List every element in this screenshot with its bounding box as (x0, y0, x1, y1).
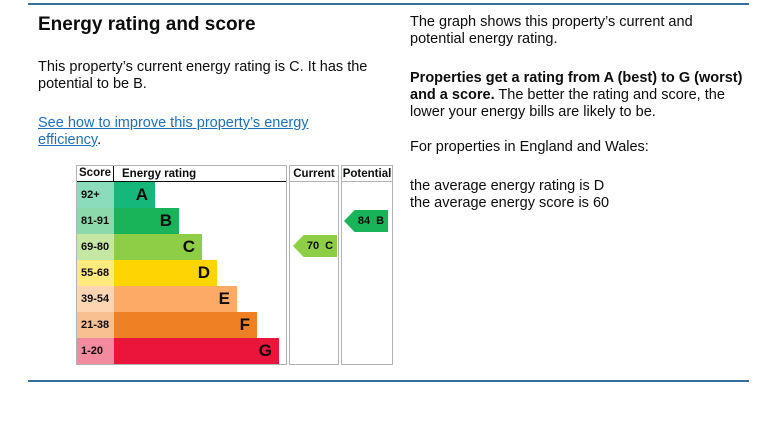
score-column-header: Score (77, 166, 114, 181)
score-range: 92+ (77, 182, 114, 208)
energy-rating-column-header: Energy rating (122, 167, 197, 180)
improve-paragraph: See how to improve this property’s energ… (38, 115, 368, 149)
band-row-e: 39-54 E (77, 286, 286, 312)
band-bar-g: G (114, 338, 279, 364)
page-title: Energy rating and score (38, 14, 256, 35)
score-range: 81-91 (77, 208, 114, 234)
score-range: 39-54 (77, 286, 114, 312)
band-bar-b: B (114, 208, 179, 234)
score-range: 69-80 (77, 234, 114, 260)
rating-explainer-rest: The better the rating and score, the low… (410, 87, 725, 120)
rating-explainer-bold: Properties get a rating from A (best) to… (410, 70, 743, 103)
epc-graph: Score Energy rating 92+ A 81-91 B 69-80 … (76, 165, 393, 365)
graph-description: The graph shows this property’s current … (410, 14, 693, 47)
band-row-f: 21-38 F (77, 312, 286, 338)
average-score-line: the average energy score is 60 (410, 195, 610, 211)
band-row-a: 92+ A (77, 182, 286, 208)
scale-header-row: Score Energy rating (77, 166, 286, 182)
band-row-c: 69-80 C (77, 234, 286, 260)
potential-rating-arrow: 84 B (344, 210, 388, 232)
score-range: 21-38 (77, 312, 114, 338)
score-range: 55-68 (77, 260, 114, 286)
link-suffix: . (97, 132, 102, 148)
potential-letter: B (376, 215, 385, 227)
potential-column-header: Potential (342, 166, 392, 182)
potential-column: Potential (341, 165, 393, 365)
band-bar-a: A (114, 182, 155, 208)
top-divider (28, 3, 749, 5)
current-column-header: Current (290, 166, 338, 182)
average-rating-line: the average energy rating is D (410, 178, 605, 194)
band-row-b: 81-91 B (77, 208, 286, 234)
band-bar-f: F (114, 312, 257, 338)
current-rating-arrow: 70 C (293, 235, 337, 257)
band-row-g: 1-20 G (77, 338, 286, 364)
band-bar-c: C (114, 234, 202, 260)
intro-text: This property’s current energy rating is… (38, 59, 368, 92)
band-row-d: 55-68 D (77, 260, 286, 286)
band-bar-d: D (114, 260, 217, 286)
improve-efficiency-link[interactable]: See how to improve this property’s energ… (38, 115, 309, 148)
potential-score: 84 (357, 215, 371, 227)
region-note: For properties in England and Wales: (410, 139, 649, 155)
current-column: Current (289, 165, 339, 365)
score-range: 1-20 (77, 338, 114, 364)
current-score: 70 (306, 240, 320, 252)
current-letter: C (325, 240, 334, 252)
band-bar-e: E (114, 286, 237, 312)
rating-scale-box: Score Energy rating 92+ A 81-91 B 69-80 … (76, 165, 287, 365)
rating-explainer: Properties get a rating from A (best) to… (410, 70, 750, 121)
bottom-divider (28, 380, 749, 382)
